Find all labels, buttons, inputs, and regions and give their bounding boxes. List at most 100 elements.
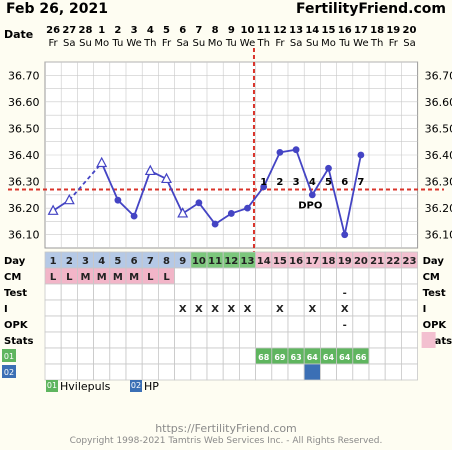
table-cell-text: M <box>81 272 91 283</box>
table-cell <box>287 283 305 301</box>
table-cell-text: 64 <box>323 353 335 362</box>
table-cell <box>287 299 305 317</box>
table-cell-text: 64 <box>307 353 319 362</box>
table-cell-text: L <box>66 272 73 283</box>
table-cell <box>109 363 127 381</box>
table-cell <box>206 363 224 381</box>
table-cell <box>77 299 95 317</box>
table-cell <box>238 363 256 381</box>
table-cell <box>352 315 370 333</box>
temp-segment <box>165 178 184 214</box>
table-cell <box>368 315 386 333</box>
row-label-right-day: Day <box>423 256 445 267</box>
row-label-i: I <box>4 304 8 315</box>
date-weekday: Su <box>79 38 92 49</box>
table-cell-text: - <box>343 288 347 299</box>
table-cell <box>271 267 289 285</box>
date-weekday: Fr <box>275 38 285 49</box>
table-cell <box>384 283 402 301</box>
table-cell <box>336 267 354 285</box>
row-label-stats: Stats <box>4 336 34 347</box>
table-cell <box>368 267 386 285</box>
y-tick-right: 36.20 <box>425 202 452 215</box>
y-tick-left: 36.50 <box>8 122 40 135</box>
temp-segment <box>262 151 281 188</box>
table-cell <box>222 267 240 285</box>
date-num: 15 <box>322 25 336 36</box>
table-cell-text: 5 <box>114 256 121 267</box>
table-cell <box>174 315 192 333</box>
table-cell <box>125 283 143 301</box>
table-cell <box>125 299 143 317</box>
table-cell-text: 1 <box>50 256 57 267</box>
temp-segment <box>133 170 152 217</box>
table-cell <box>336 363 354 381</box>
table-cell <box>93 299 111 317</box>
table-cell-text: 3 <box>82 256 89 267</box>
table-cell-text: 11 <box>208 256 222 267</box>
table-cell <box>319 331 337 349</box>
temp-point <box>195 199 203 207</box>
table-cell <box>319 299 337 317</box>
table-cell <box>157 315 175 333</box>
temp-point <box>357 151 365 159</box>
table-cell <box>60 331 78 349</box>
table-cell-text: 16 <box>289 256 303 267</box>
table-cell <box>109 299 127 317</box>
table-cell <box>141 299 159 317</box>
table-cell <box>352 331 370 349</box>
temp-segment <box>100 162 119 201</box>
table-cell <box>109 331 127 349</box>
row-label-opk: OPK <box>4 320 29 331</box>
table-cell <box>157 331 175 349</box>
table-cell <box>174 331 192 349</box>
footer-url[interactable]: https://FertilityFriend.com <box>155 422 297 435</box>
table-cell <box>222 315 240 333</box>
dpo-number: 3 <box>293 177 300 188</box>
date-num: 5 <box>163 25 170 36</box>
row-label-right-cm: CM <box>423 272 440 283</box>
table-cell <box>93 315 111 333</box>
table-cell <box>44 331 62 349</box>
table-cell-text: 4 <box>98 256 105 267</box>
temp-point-open <box>47 204 59 215</box>
table-cell-text: 9 <box>179 256 186 267</box>
temp-segment <box>343 154 362 235</box>
temp-point <box>276 148 284 156</box>
table-cell <box>303 363 321 381</box>
table-cell <box>222 363 240 381</box>
table-cell <box>287 363 305 381</box>
table-cell <box>368 331 386 349</box>
date-weekday: Fr <box>389 38 399 49</box>
table-cell <box>206 283 224 301</box>
table-cell <box>174 347 192 365</box>
date-weekday: Sa <box>63 38 75 49</box>
temp-segment <box>327 168 346 235</box>
table-cell <box>222 331 240 349</box>
date-num: 4 <box>147 25 154 36</box>
table-cell <box>368 283 386 301</box>
table-cell <box>206 347 224 365</box>
table-cell-text: 7 <box>147 256 154 267</box>
table-cell <box>287 267 305 285</box>
table-cell-text: X <box>227 304 235 315</box>
temp-point <box>114 196 122 204</box>
date-num: 1 <box>98 25 105 36</box>
date-num: 28 <box>79 25 93 36</box>
table-cell-text: 19 <box>338 256 352 267</box>
row-label-right-test: Test <box>423 288 446 299</box>
table-cell-text: X <box>308 304 316 315</box>
y-tick-right: 36.60 <box>425 96 452 109</box>
table-cell <box>238 347 256 365</box>
table-cell-text: 17 <box>305 256 319 267</box>
table-cell-text: X <box>244 304 252 315</box>
y-tick-right: 36.10 <box>425 229 452 242</box>
legend-label-hp: HP <box>144 380 159 393</box>
table-cell <box>368 363 386 381</box>
table-cell <box>352 363 370 381</box>
table-cell <box>319 315 337 333</box>
table-cell <box>271 363 289 381</box>
table-cell-text: 22 <box>386 256 400 267</box>
temp-segment <box>246 186 265 209</box>
